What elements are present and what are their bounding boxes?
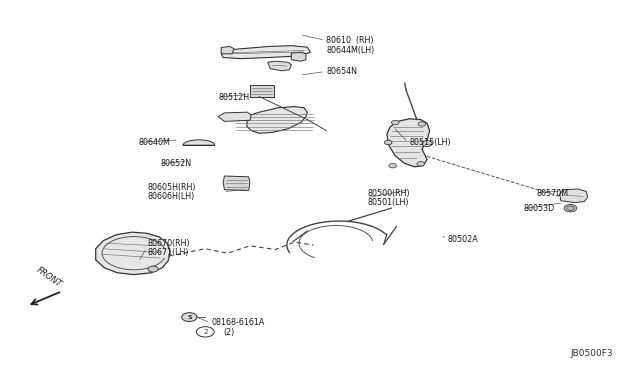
Text: JB0500F3: JB0500F3 xyxy=(570,349,613,358)
Text: 80501(LH): 80501(LH) xyxy=(368,198,410,207)
Polygon shape xyxy=(221,46,234,54)
Polygon shape xyxy=(223,176,250,190)
Text: 80606H(LH): 80606H(LH) xyxy=(148,192,195,201)
Text: 80654N: 80654N xyxy=(326,67,357,76)
Text: 80644M(LH): 80644M(LH) xyxy=(326,46,374,55)
Text: 80053D: 80053D xyxy=(524,204,555,214)
Text: 80610  (RH): 80610 (RH) xyxy=(326,36,374,45)
Polygon shape xyxy=(268,61,291,71)
Polygon shape xyxy=(246,107,307,133)
Circle shape xyxy=(385,140,392,145)
Circle shape xyxy=(417,161,424,166)
Circle shape xyxy=(182,312,197,321)
Text: 80512H: 80512H xyxy=(218,93,249,102)
Circle shape xyxy=(389,163,396,168)
Polygon shape xyxy=(96,232,170,275)
Text: 80670(RH): 80670(RH) xyxy=(148,239,191,248)
Circle shape xyxy=(422,141,432,147)
Text: 08168-6161A: 08168-6161A xyxy=(212,318,265,327)
Text: 80605H(RH): 80605H(RH) xyxy=(148,183,196,192)
Text: 80500(RH): 80500(RH) xyxy=(368,189,410,198)
Polygon shape xyxy=(218,112,251,121)
Text: 80570M: 80570M xyxy=(537,189,569,198)
Circle shape xyxy=(418,122,426,126)
Polygon shape xyxy=(387,119,429,167)
Circle shape xyxy=(564,205,577,212)
Polygon shape xyxy=(183,140,215,145)
Text: 80502A: 80502A xyxy=(447,235,478,244)
Circle shape xyxy=(566,206,574,211)
Polygon shape xyxy=(291,52,306,61)
Text: 80671(LH): 80671(LH) xyxy=(148,248,189,257)
Text: 80515(LH): 80515(LH) xyxy=(409,138,451,147)
Text: 80652N: 80652N xyxy=(161,159,192,169)
Text: 80640M: 80640M xyxy=(138,138,170,147)
Polygon shape xyxy=(221,46,310,59)
Circle shape xyxy=(148,266,158,272)
Polygon shape xyxy=(559,189,588,203)
Circle shape xyxy=(392,120,399,125)
Text: 2: 2 xyxy=(203,329,207,335)
Text: FRONT: FRONT xyxy=(35,265,63,289)
Text: (2): (2) xyxy=(223,328,234,337)
Polygon shape xyxy=(250,85,274,97)
Text: S: S xyxy=(187,315,192,320)
